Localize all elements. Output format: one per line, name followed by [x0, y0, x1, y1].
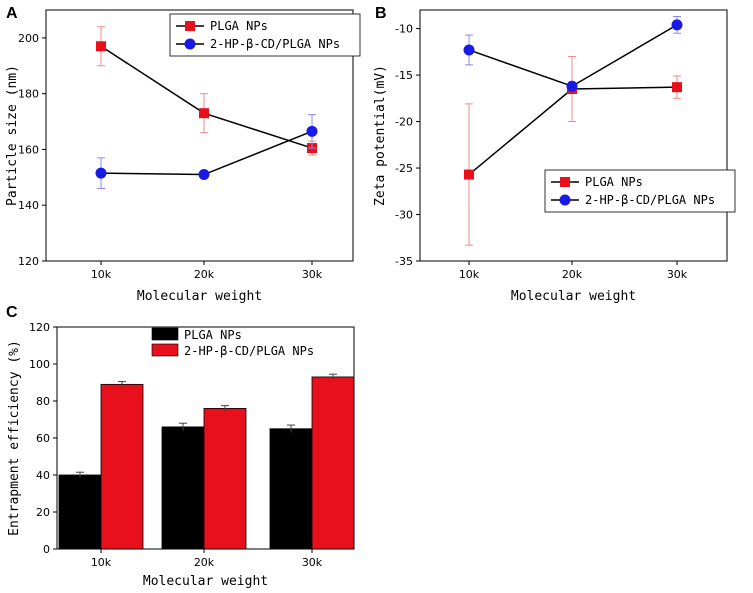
panel-letter: A [6, 5, 18, 22]
legend-swatch [151, 327, 179, 341]
series-bars-plga [58, 422, 313, 550]
x-tick-label: 30k [302, 556, 323, 569]
y-axis-label: Zeta potential(mV) [373, 65, 388, 206]
y-tick-label: 200 [18, 32, 39, 45]
data-point-square [96, 41, 106, 52]
legend-label: 2-HP-β-CD/PLGA NPs [184, 344, 314, 358]
legend-marker [560, 177, 570, 187]
y-tick-label: 160 [18, 143, 39, 156]
y-tick-label: 20 [36, 506, 50, 519]
legend-swatch [151, 343, 179, 357]
bar [58, 474, 102, 550]
x-axis-label: Molecular weight [511, 289, 636, 304]
y-tick-label: 180 [18, 88, 39, 101]
x-tick-label: 20k [562, 268, 583, 281]
y-tick-label: -15 [395, 69, 413, 82]
bar [100, 383, 144, 550]
x-axis-label: Molecular weight [143, 574, 268, 589]
x-tick-label: 20k [194, 268, 215, 281]
legend-box [169, 13, 361, 57]
x-tick-label: 10k [459, 268, 480, 281]
series-line [468, 24, 678, 88]
x-axis-label: Molecular weight [137, 289, 262, 304]
y-tick-label: 0 [43, 543, 50, 556]
data-point-square [464, 169, 474, 180]
y-axis-label: Entrapment efficiency (%) [7, 340, 22, 536]
y-tick-label: -20 [395, 116, 413, 129]
y-tick-label: -30 [395, 209, 413, 222]
legend-label: PLGA NPs [210, 19, 268, 33]
bar [203, 407, 247, 550]
legend-label: 2-HP-β-CD/PLGA NPs [210, 37, 340, 51]
legend: PLGA NPs 2-HP-β-CD/PLGA NPs [169, 13, 361, 57]
x-tick-label: 30k [302, 268, 323, 281]
legend-marker [184, 38, 196, 50]
data-point-circle [671, 19, 683, 31]
series-hpcd [463, 16, 683, 92]
bar [269, 428, 313, 550]
y-tick-label: -25 [395, 162, 413, 175]
legend-marker [559, 194, 571, 206]
data-point-circle [198, 169, 210, 181]
legend: PLGA NPs 2-HP-β-CD/PLGA NPs [544, 169, 736, 213]
y-tick-label: 40 [36, 469, 50, 482]
y-tick-label: 120 [29, 321, 50, 334]
legend-marker [185, 21, 195, 31]
panel-letter: C [6, 304, 18, 321]
y-axis-label: Particle size (nm) [5, 65, 20, 206]
series-bars-hpcd [100, 373, 355, 550]
panel-letter: B [375, 5, 387, 22]
y-tick-label: 60 [36, 432, 50, 445]
x-tick-label: 20k [194, 556, 215, 569]
y-tick-label: 100 [29, 358, 50, 371]
y-tick-label: -35 [395, 255, 413, 268]
chart-panel-c: C 0 20 40 60 80 100 120 10k 20k 30k Molecular weigh… [6, 304, 355, 589]
chart-panel-a: A 120 140 160 180 200 10k 20k 30k Molecular weigh… [5, 5, 361, 304]
y-tick-label: -10 [395, 23, 413, 36]
chart-panel-b: B -35 -30 -25 -20 -15 -10 10k 20k 30k Molecular we… [373, 5, 736, 304]
x-tick-label: 30k [667, 268, 688, 281]
y-tick-label: 120 [18, 255, 39, 268]
data-point-square [199, 108, 209, 119]
y-tick-label: 140 [18, 199, 39, 212]
series-hpcd [95, 114, 318, 189]
data-point-circle [306, 125, 318, 137]
legend-label: 2-HP-β-CD/PLGA NPs [585, 193, 715, 207]
plot-frame [419, 9, 728, 262]
data-point-circle [566, 80, 578, 92]
data-point-square [672, 82, 682, 93]
legend-label: PLGA NPs [184, 328, 242, 342]
series-line [468, 86, 678, 176]
plot-frame [45, 9, 354, 262]
legend: PLGA NPs 2-HP-β-CD/PLGA NPs [151, 327, 314, 358]
legend-label: PLGA NPs [585, 175, 643, 189]
bar [161, 426, 205, 550]
y-tick-label: 80 [36, 395, 50, 408]
data-point-circle [463, 44, 475, 56]
legend-box [544, 169, 736, 213]
bar [311, 376, 355, 550]
x-tick-label: 10k [91, 556, 112, 569]
x-tick-label: 10k [91, 268, 112, 281]
data-point-circle [95, 167, 107, 179]
